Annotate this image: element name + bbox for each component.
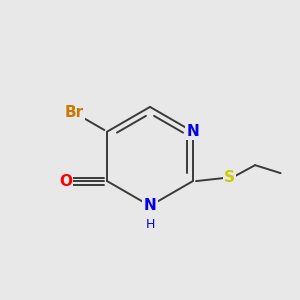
Text: O: O: [59, 174, 72, 189]
Text: N: N: [144, 198, 156, 213]
Text: S: S: [224, 170, 235, 185]
Text: N: N: [187, 124, 199, 139]
Text: H: H: [145, 218, 155, 231]
Text: Br: Br: [64, 105, 84, 120]
